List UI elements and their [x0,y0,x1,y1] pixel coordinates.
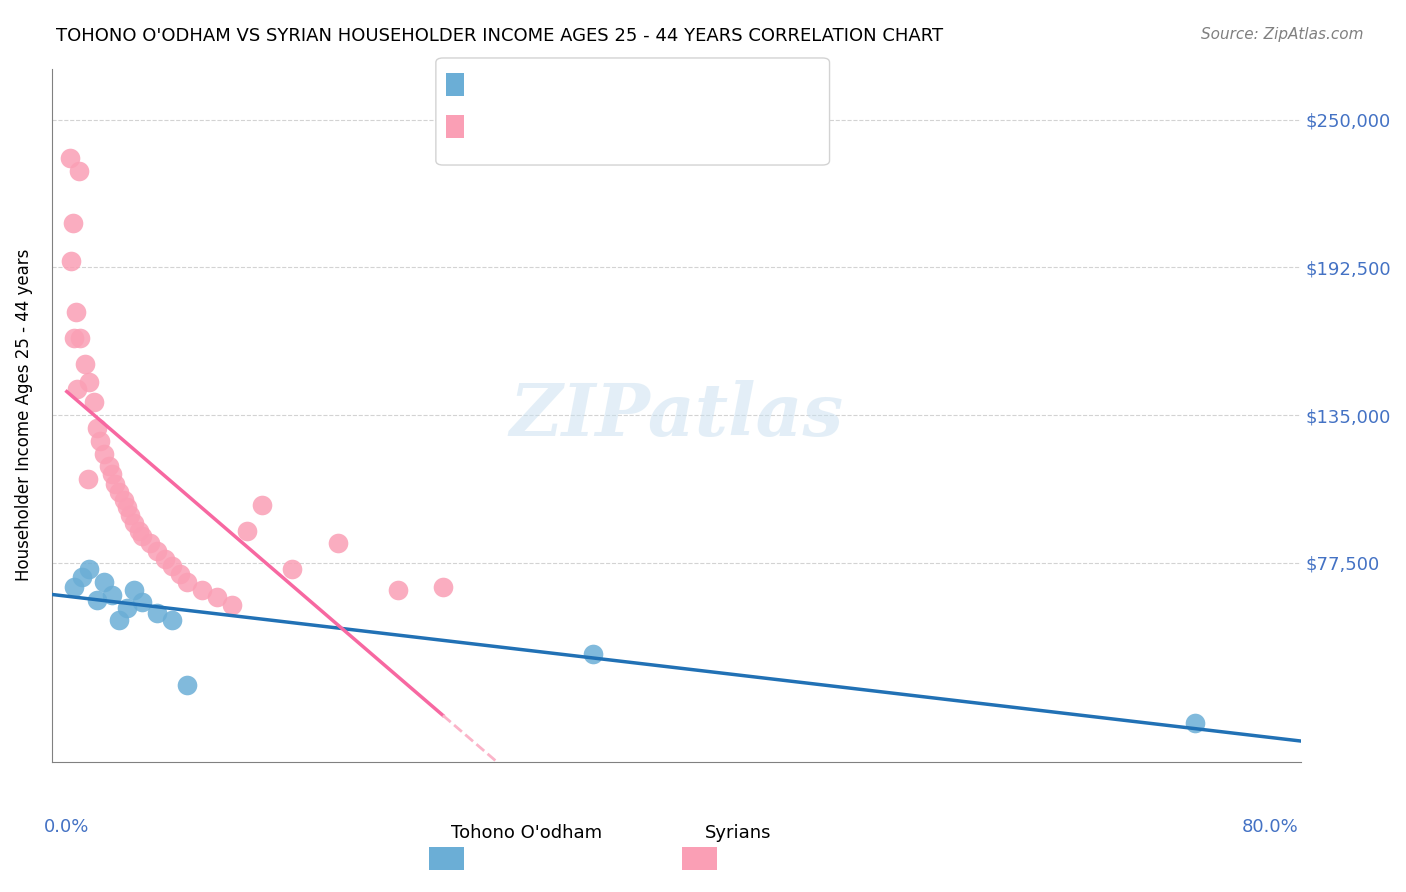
Point [59,152,82,166]
Point [252,498,274,512]
Point [83,395,105,409]
Point [118,508,141,522]
Point [115,500,138,515]
Point [191,582,214,597]
Point [1184,716,1206,731]
Point [124,516,146,530]
Point [67,164,90,178]
Text: Source: ZipAtlas.com: Source: ZipAtlas.com [1201,27,1364,42]
Point [93,446,115,460]
Point [76,472,98,486]
Point [73,357,96,371]
Point [63,580,86,594]
Text: R =: R = [468,118,508,136]
Point [160,613,183,627]
Point [65,305,87,319]
Point [326,536,349,550]
Text: N =: N = [619,118,658,136]
Text: 16: 16 [672,76,697,94]
Point [153,551,176,566]
Point [281,562,304,576]
Text: Syrians: Syrians [706,824,772,842]
Point [97,459,120,474]
Point [101,467,124,481]
Point [79,562,101,576]
Point [108,485,131,500]
Point [582,647,605,661]
Point [108,613,131,627]
Point [62,215,84,229]
Text: Tohono O'odham: Tohono O'odham [451,824,602,842]
Point [66,382,89,396]
Text: -0.597: -0.597 [534,76,599,94]
Text: 0.0%: 0.0% [44,818,90,836]
Point [432,580,454,594]
Point [69,331,91,345]
Point [60,254,83,268]
Point [387,582,409,597]
Text: 40: 40 [672,118,697,136]
Point [146,606,169,620]
Point [169,567,191,582]
Point [176,574,198,589]
Point [160,559,183,574]
Point [93,574,115,589]
Text: TOHONO O'ODHAM VS SYRIAN HOUSEHOLDER INCOME AGES 25 - 44 YEARS CORRELATION CHART: TOHONO O'ODHAM VS SYRIAN HOUSEHOLDER INC… [56,27,943,45]
Point [79,375,101,389]
Point [104,477,127,491]
Text: ZIPatlas: ZIPatlas [509,379,844,450]
Point [221,598,243,612]
Point [86,421,108,435]
Point [89,434,111,448]
Point [124,582,146,597]
Point [63,331,86,345]
Text: N =: N = [619,76,658,94]
Point [146,544,169,558]
Text: R =: R = [468,76,508,94]
Point [115,600,138,615]
Point [138,536,160,550]
Point [236,524,259,538]
Point [131,528,153,542]
Point [70,570,93,584]
Point [176,677,198,691]
Point [207,591,229,605]
Point [86,592,108,607]
Text: 80.0%: 80.0% [1241,818,1299,836]
Point [128,524,150,538]
Point [131,595,153,609]
Y-axis label: Householder Income Ages 25 - 44 years: Householder Income Ages 25 - 44 years [15,249,32,582]
Point [112,492,135,507]
Text: -0.071: -0.071 [534,118,599,136]
Point [101,588,124,602]
